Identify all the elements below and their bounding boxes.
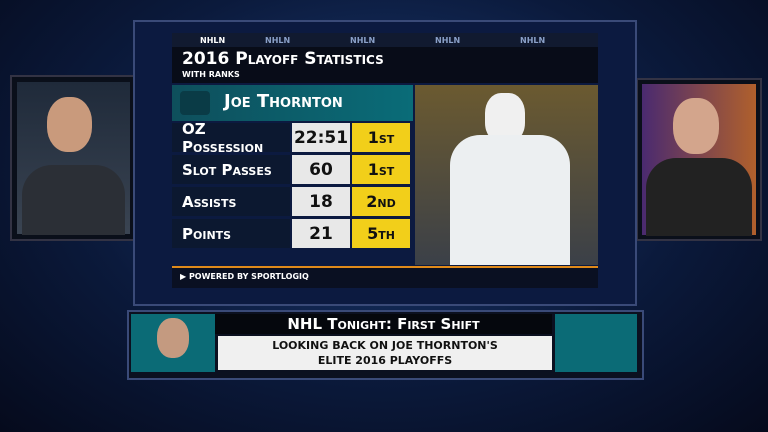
lower-title: NHL Tonight: First Shift — [215, 314, 552, 334]
stat-value: 21 — [292, 219, 350, 248]
lower-logo — [555, 314, 637, 372]
title-bar: 2016 Playoff Statistics WITH RANKS — [172, 47, 598, 83]
stat-label: Slot Passes — [172, 155, 290, 184]
right-person-head — [673, 98, 719, 154]
right-video — [636, 78, 762, 241]
stat-label: OZ Possession — [172, 120, 290, 156]
stat-value: 60 — [292, 155, 350, 184]
lower-photo — [131, 314, 215, 372]
tab: NHLN — [520, 36, 546, 45]
stat-label: Points — [172, 219, 290, 248]
stat-rank: 1st — [352, 123, 410, 152]
footer-text: ▶ Powered by Sportlogiq — [180, 272, 309, 281]
left-person-head — [47, 97, 92, 152]
lower-subtitle: Looking back on Joe Thornton's elite 201… — [218, 336, 552, 370]
tab: NHLN — [435, 36, 461, 45]
lower-line: Looking back on Joe Thornton's — [272, 339, 498, 352]
player-name: Joe Thornton — [224, 91, 343, 112]
player-photo — [415, 85, 598, 265]
stats-title: 2016 Playoff Statistics — [182, 49, 384, 69]
player-bar: Joe Thornton — [172, 85, 413, 121]
tab: NHLN — [350, 36, 376, 45]
footer-label: Powered by Sportlogiq — [188, 272, 309, 281]
stat-value: 22:51 — [292, 123, 350, 152]
stat-rank: 2nd — [352, 187, 410, 216]
team-logo — [180, 91, 210, 115]
helmet — [485, 93, 525, 143]
stat-rank: 1st — [352, 155, 410, 184]
jersey — [450, 135, 570, 265]
lower-photo-head — [157, 318, 189, 358]
tab: NHLN — [265, 36, 291, 45]
right-person-body — [646, 158, 752, 236]
tab-bar — [172, 33, 598, 47]
stat-label: Assists — [172, 187, 290, 216]
left-person-body — [22, 165, 125, 235]
footer-bar: ▶ Powered by Sportlogiq — [172, 266, 598, 288]
stats-subtitle: WITH RANKS — [182, 70, 240, 79]
left-video — [10, 75, 137, 241]
stat-rank: 5th — [352, 219, 410, 248]
stat-value: 18 — [292, 187, 350, 216]
lower-line: elite 2016 playoffs — [317, 354, 453, 367]
tab: NHLN — [200, 36, 226, 45]
